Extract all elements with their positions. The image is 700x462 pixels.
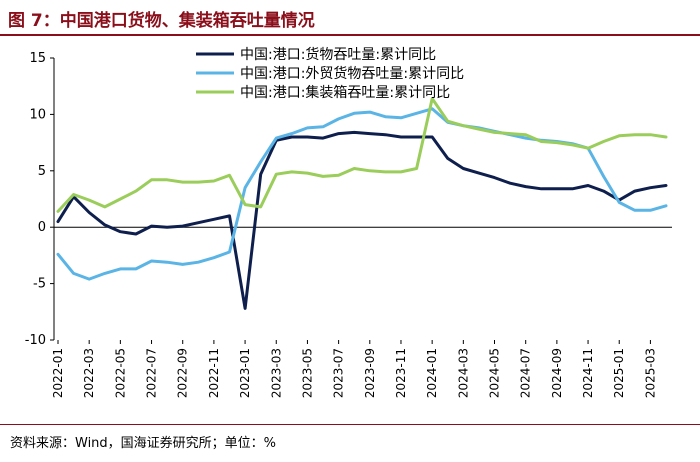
x-axis-ticks: 2022-01 2022-03 2022-05 2022-07 2022-09 2022-…: [51, 340, 657, 398]
x-tick-label: 2022-05: [113, 348, 127, 398]
x-tick-label: 2022-09: [176, 348, 190, 398]
y-tick-label: 15: [29, 51, 46, 66]
y-axis-ticks: -10 -5 0 5 10 15: [25, 51, 54, 348]
x-tick-label: 2022-01: [51, 348, 65, 398]
x-tick-label: 2024-09: [550, 348, 564, 398]
legend-label-2: 中国:港口:外贸货物吞吐量:累计同比: [240, 65, 464, 82]
x-tick-label: 2022-11: [207, 348, 221, 398]
x-tick-label: 2023-07: [332, 348, 346, 398]
x-tick-label: 2024-11: [581, 348, 595, 398]
x-tick-label: 2022-03: [82, 348, 96, 398]
x-tick-label: 2024-03: [456, 348, 470, 398]
x-tick-label: 2025-01: [612, 348, 626, 398]
y-tick-label: 5: [38, 164, 46, 179]
x-tick-label: 2023-01: [238, 348, 252, 398]
y-tick-label: 0: [38, 220, 46, 235]
chart-legend: 中国:港口:货物吞吐量:累计同比中国:港口:外贸货物吞吐量:累计同比中国:港口:…: [196, 46, 464, 101]
x-tick-label: 2023-09: [363, 348, 377, 398]
legend-label-1: 中国:港口:货物吞吐量:累计同比: [240, 46, 436, 63]
y-tick-label: -5: [33, 277, 46, 292]
x-tick-label: 2025-03: [643, 348, 657, 398]
footer-divider: [0, 424, 700, 425]
source-note: 资料来源：Wind，国海证券研究所；单位：%: [10, 436, 277, 451]
series-line-3: [56, 97, 668, 213]
line-chart: -10 -5 0 5 10 15 2022-01 2022-03 2022-05 2022-07…: [25, 46, 672, 398]
title-bar: 图 7：中国港口货物、集装箱吞吐量情况: [0, 0, 700, 36]
y-tick-label: -10: [25, 333, 46, 348]
x-tick-label: 2024-05: [488, 348, 502, 398]
x-tick-label: 2023-11: [394, 348, 408, 398]
figure-title: 图 7：中国港口货物、集装箱吞吐量情况: [8, 11, 315, 31]
x-tick-label: 2024-07: [519, 348, 533, 398]
y-tick-label: 10: [29, 107, 46, 122]
chart-series: [56, 97, 668, 310]
x-tick-label: 2023-05: [300, 348, 314, 398]
x-tick-label: 2022-07: [145, 348, 159, 398]
series-line-1: [56, 130, 668, 310]
legend-label-3: 中国:港口:集装箱吞吐量:累计同比: [240, 84, 450, 101]
x-tick-label: 2023-03: [269, 348, 283, 398]
x-tick-label: 2024-01: [425, 348, 439, 398]
